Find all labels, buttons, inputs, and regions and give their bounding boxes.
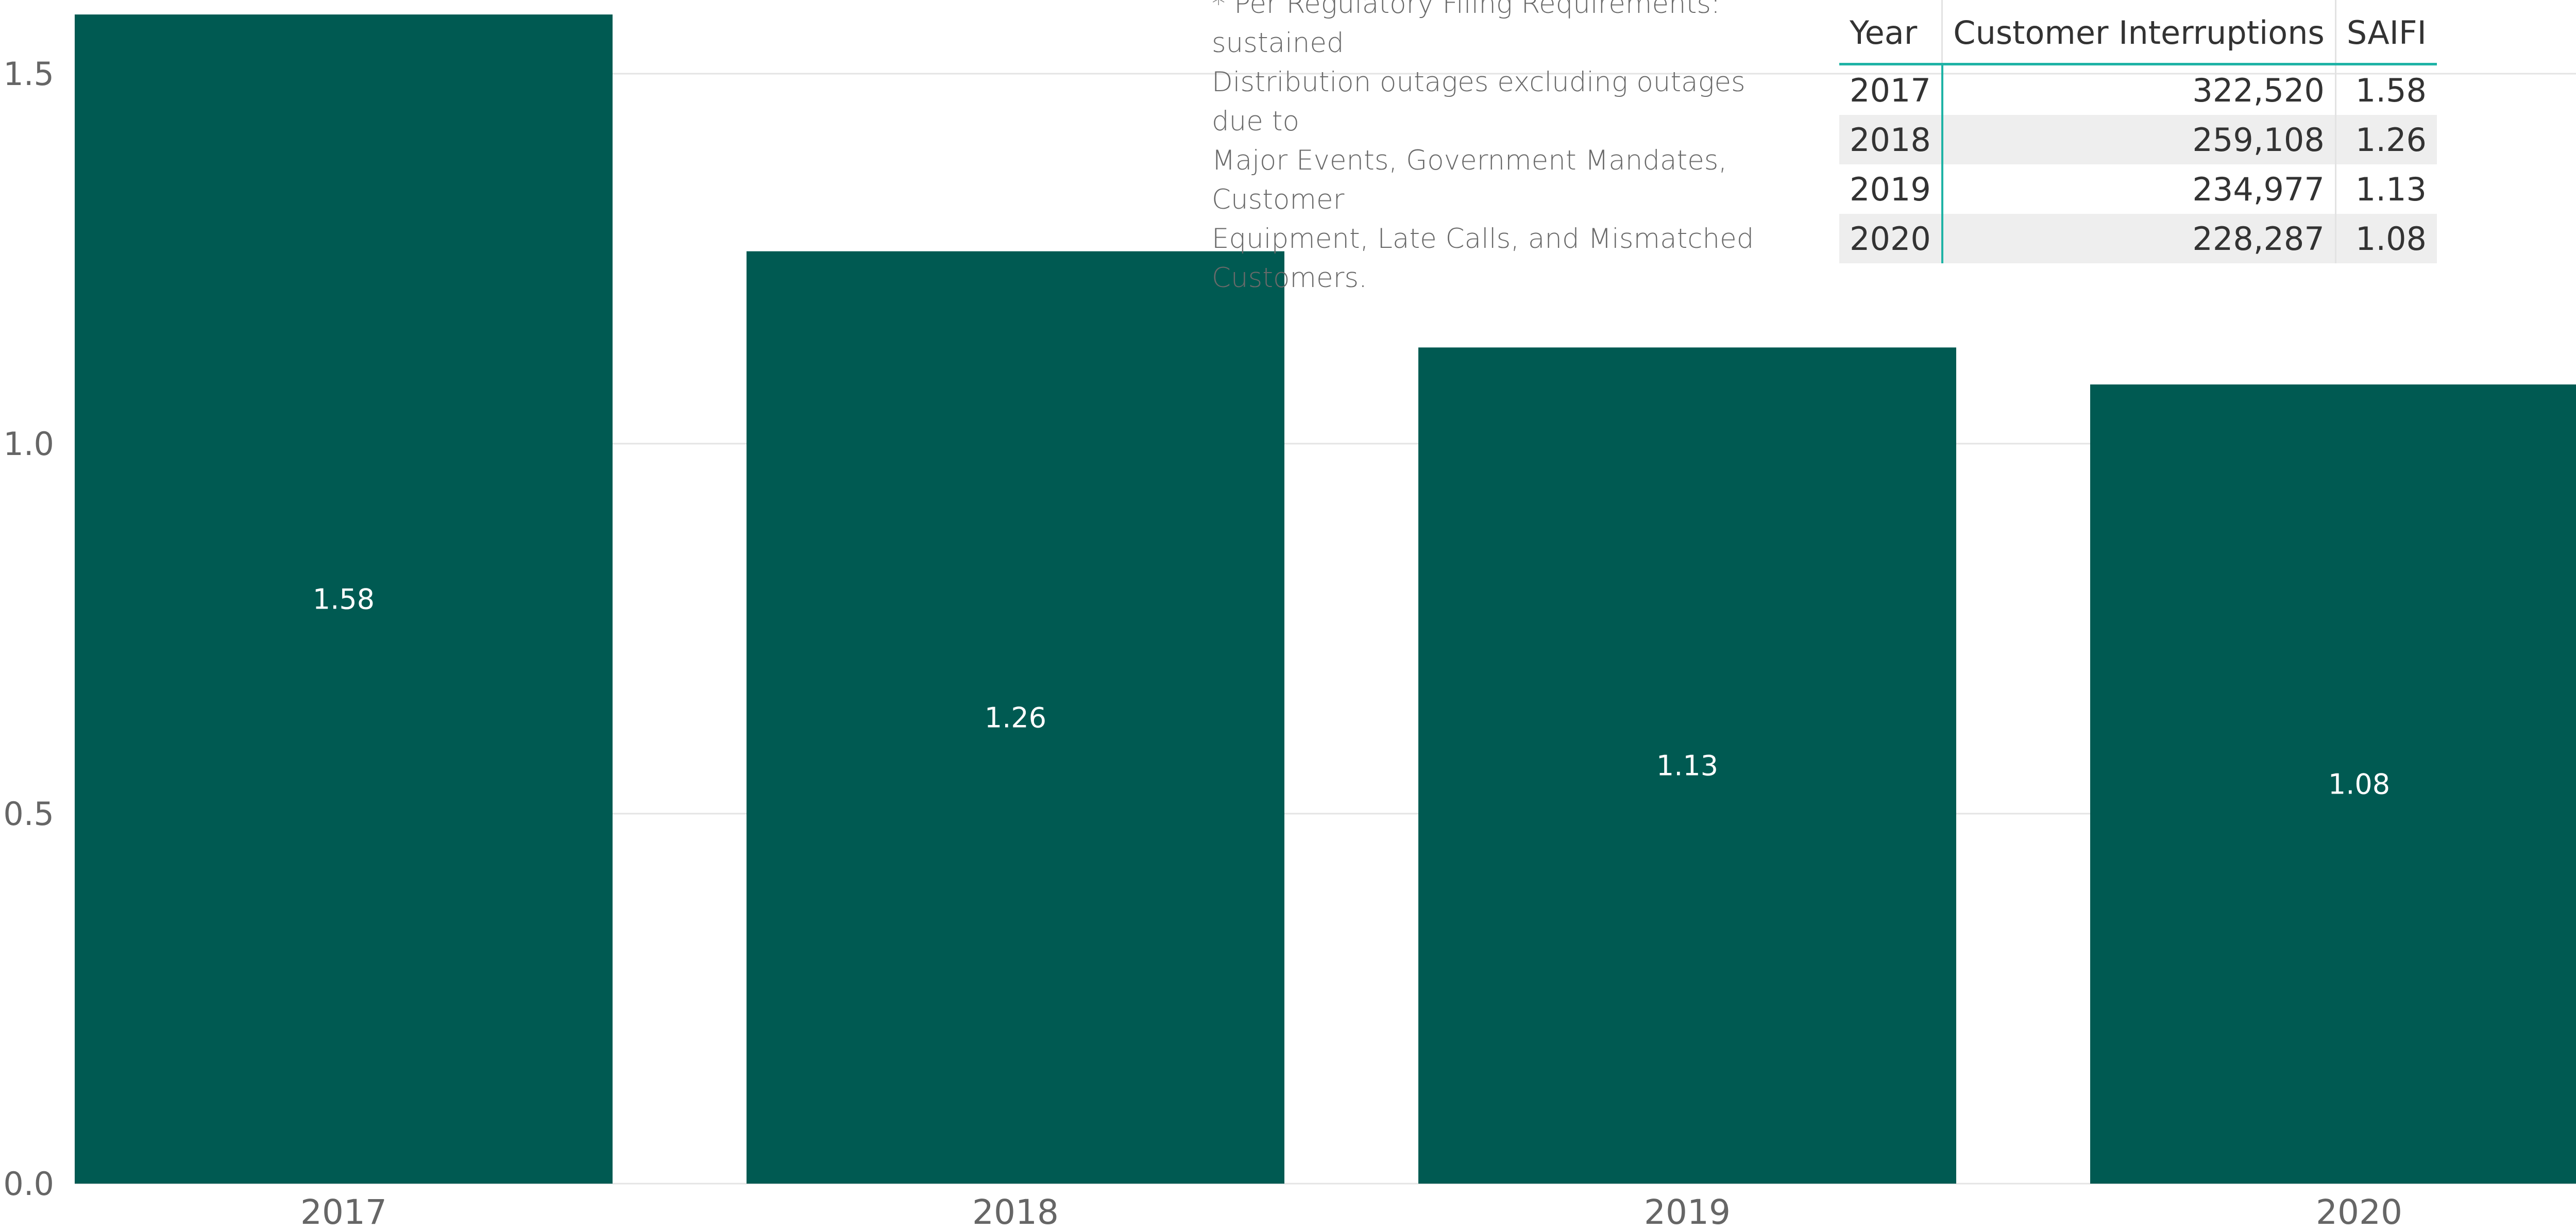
table-row: 2017 322,520 1.58	[1839, 64, 2437, 115]
table-row: 2020 228,287 1.08	[1839, 214, 2437, 263]
footnote-line: Distribution outages excluding outages d…	[1212, 66, 1745, 137]
x-tick-label: 2019	[1644, 1192, 1731, 1230]
column-header-saifi[interactable]: SAIFI	[2335, 0, 2437, 65]
x-tick-label: 2017	[300, 1192, 387, 1230]
column-header-year[interactable]: Year	[1839, 0, 1943, 65]
saifi-data-table: Year Customer Interruptions SAIFI 2017 3…	[1839, 0, 2437, 263]
column-header-customer-interruptions[interactable]: Customer Interruptions	[1942, 0, 2336, 65]
footnote: * Per Regulatory Filing Requirements: su…	[1212, 0, 1804, 298]
footnote-line: Customers.	[1212, 262, 1367, 294]
data-label: 1.08	[2328, 768, 2390, 801]
cell-saifi: 1.13	[2355, 170, 2427, 208]
cell-customer-interruptions: 322,520	[1942, 64, 2336, 115]
data-label: 1.58	[313, 583, 375, 616]
data-label: 1.13	[1656, 750, 1718, 782]
bar-2017[interactable]	[75, 14, 613, 1184]
bar-2020[interactable]	[2090, 384, 2576, 1184]
cell-customer-interruptions: 234,977	[1942, 164, 2336, 214]
table-row: 2018 259,108 1.26	[1839, 115, 2437, 164]
data-label: 1.26	[985, 701, 1046, 734]
x-tick-label: 2020	[2316, 1192, 2402, 1230]
y-tick-label: 0.5	[3, 795, 54, 833]
footnote-line: Equipment, Late Calls, and Mismatched	[1212, 223, 1754, 255]
footnote-line: * Per Regulatory Filing Requirements: su…	[1212, 0, 1720, 59]
y-tick-label: 0.0	[3, 1165, 54, 1203]
cell-saifi: 1.08	[2335, 214, 2437, 263]
cell-year: 2019	[1839, 164, 1943, 214]
bar-2018[interactable]	[747, 251, 1284, 1184]
cell-year: 2017	[1839, 64, 1943, 115]
y-tick-label: 1.5	[3, 55, 54, 93]
x-axis-ticks: 2017 2018 2019 2020	[300, 1192, 2402, 1230]
cell-customer-interruptions: 259,108	[1942, 115, 2336, 164]
data-labels: 1.58 1.26 1.13 1.08	[313, 583, 2390, 801]
footnote-line: Major Events, Government Mandates, Custo…	[1212, 145, 1727, 215]
cell-saifi: 1.26	[2335, 115, 2437, 164]
cell-customer-interruptions: 228,287	[1942, 214, 2336, 263]
table-row: 2019 234,977 1.13	[1839, 164, 2437, 214]
table-header-row: Year Customer Interruptions SAIFI	[1839, 0, 2437, 65]
cell-year: 2020	[1839, 214, 1943, 263]
bar-2019[interactable]	[1418, 347, 1956, 1184]
bars	[75, 14, 2576, 1184]
cell-saifi: 1.58	[2355, 71, 2427, 109]
x-tick-label: 2018	[972, 1192, 1059, 1230]
cell-year: 2018	[1839, 115, 1943, 164]
y-tick-label: 1.0	[3, 425, 54, 463]
y-axis-ticks: 0.0 0.5 1.0 1.5	[3, 55, 54, 1203]
